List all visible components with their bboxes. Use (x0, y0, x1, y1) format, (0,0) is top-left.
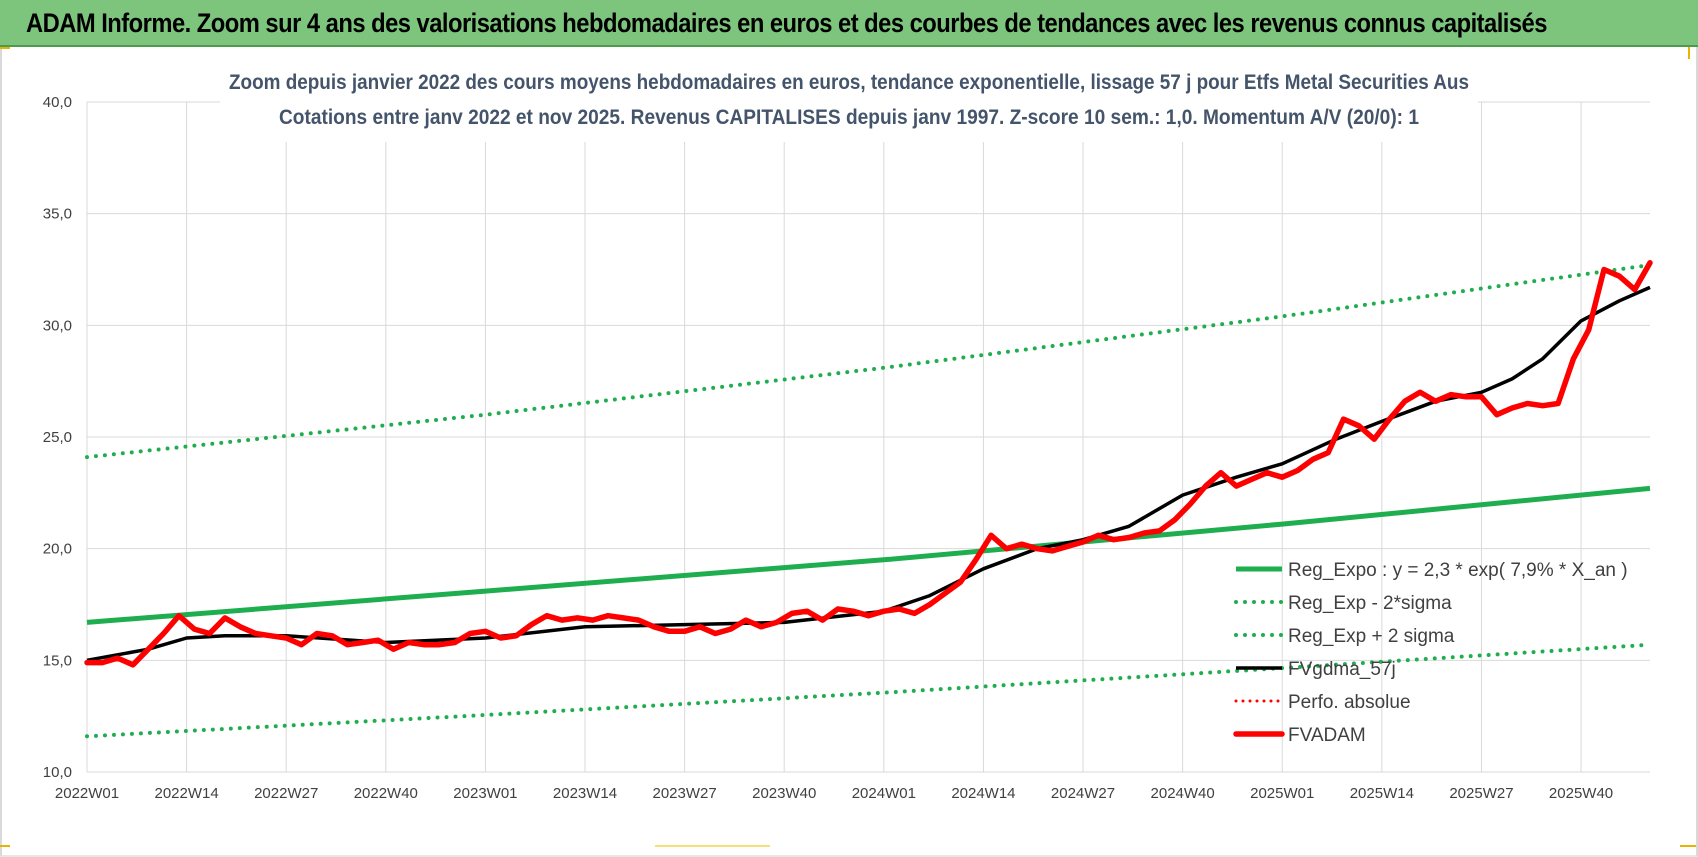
x-tick-label: 2024W40 (1151, 785, 1215, 802)
x-tick-label: 2025W01 (1250, 785, 1314, 802)
x-tick-label: 2023W27 (653, 785, 717, 802)
x-axis-ticks: 2022W01 2022W14 2022W27 2022W40 2023W01 2023W… (55, 785, 1613, 802)
legend-entry-label: FVgdma_57j (1288, 659, 1396, 680)
y-axis-ticks: 10,0 15,0 20,0 25,0 30,0 35,0 40,0 (43, 94, 72, 781)
x-tick-label: 2025W14 (1350, 785, 1414, 802)
y-tick-label: 35,0 (43, 206, 72, 223)
x-tick-label: 2022W40 (354, 785, 418, 802)
x-tick-label: 2022W14 (154, 785, 218, 802)
legend-entry-label: Perfo. absolue (1288, 692, 1411, 713)
legend: Reg_Expo : y = 2,3 * exp( 7,9% * X_an ) R… (1233, 560, 1628, 746)
corner-mark-right (1688, 47, 1690, 59)
x-tick-label: 2022W27 (254, 785, 318, 802)
x-tick-label: 2024W27 (1051, 785, 1115, 802)
x-tick-label: 2022W01 (55, 785, 119, 802)
subtitle-background (220, 62, 1478, 142)
series-line-reg-expo (86, 485, 1651, 625)
series-layer (84, 260, 1653, 739)
x-tick-label: 2023W01 (453, 785, 517, 802)
corner-mark-bottom-right (1680, 845, 1696, 847)
x-tick-label: 2024W14 (951, 785, 1015, 802)
legend-entry-label: FVADAM (1288, 725, 1366, 746)
chart-subtitle-line-1: Zoom depuis janvier 2022 des cours moyen… (229, 71, 1469, 94)
corner-mark-bottom-left (0, 845, 10, 847)
y-tick-label: 30,0 (43, 317, 72, 334)
grid (86, 101, 1650, 773)
y-tick-label: 15,0 (43, 652, 72, 669)
chart-frame (0, 47, 1698, 857)
y-tick-label: 20,0 (43, 541, 72, 558)
x-tick-label: 2023W40 (752, 785, 816, 802)
corner-mark-top-left (0, 47, 10, 49)
y-tick-label: 10,0 (43, 764, 72, 781)
series-line-reg-exp (85, 642, 1652, 739)
x-tick-label: 2025W40 (1549, 785, 1613, 802)
legend-entry-label: Reg_Exp + 2 sigma (1288, 626, 1455, 647)
x-tick-label: 2025W27 (1449, 785, 1513, 802)
series-line-fvadam (84, 260, 1653, 668)
banner: ADAM Informe. Zoom sur 4 ans des valoris… (0, 0, 1698, 47)
x-tick-label: 2023W14 (553, 785, 617, 802)
legend-entry-label: Reg_Exp - 2*sigma (1288, 593, 1452, 614)
corner-mark-bottom-center (655, 845, 770, 847)
y-tick-label: 25,0 (43, 429, 72, 446)
y-tick-label: 40,0 (43, 94, 72, 111)
series-line-reg-exp (85, 263, 1652, 460)
banner-title: ADAM Informe. Zoom sur 4 ans des valoris… (26, 8, 1547, 38)
x-tick-label: 2024W01 (852, 785, 916, 802)
legend-entry-label: Reg_Expo : y = 2,3 * exp( 7,9% * X_an ) (1288, 560, 1628, 581)
chart: 10,015,020,025,030,035,040,0 2022W01 2022… (43, 62, 1653, 802)
chart-subtitle-line-2: Cotations entre janv 2022 et nov 2025. R… (279, 106, 1419, 129)
